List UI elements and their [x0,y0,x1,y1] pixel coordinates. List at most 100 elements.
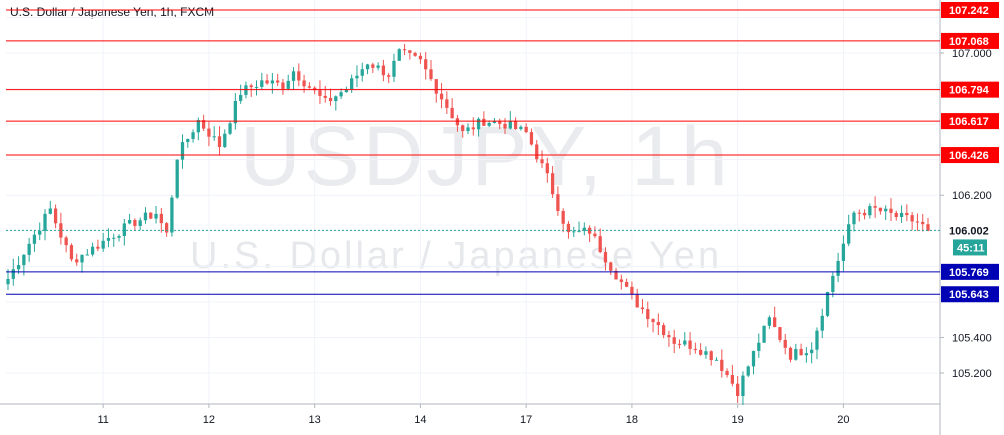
candle-body [297,71,301,81]
candle-body [249,85,253,88]
candle [186,138,190,148]
candle [926,217,930,232]
candle-body [22,254,26,266]
candle [603,247,608,271]
candle [276,73,280,87]
candle-body [762,325,766,343]
candle-body [64,237,68,246]
candle-body [11,269,15,279]
candle [439,83,444,109]
candle-body [667,334,671,338]
watermark-name: U.S. Dollar / Japanese Yen [190,235,723,277]
candle [815,327,819,360]
candle [90,242,95,257]
candle-body [630,286,634,295]
candle [106,228,111,248]
candle-body [376,65,380,68]
candle [239,84,243,104]
candle-body [360,69,364,76]
candle [43,209,47,241]
candle [101,232,105,252]
candle-body [418,55,423,60]
candle-body [164,223,169,233]
candle-body [302,80,306,87]
candle-body [841,243,846,261]
candle [566,221,571,239]
candle [96,239,100,252]
candle [540,150,544,169]
candle [873,196,877,218]
candle-body [455,118,460,126]
candle-body [683,340,687,345]
candle-body [201,120,206,129]
y-tick-label: 105.400 [952,332,992,344]
candle-body [852,212,856,225]
candle [16,256,21,274]
candle-body [170,197,174,233]
candle [307,82,312,89]
candle-body [572,231,576,233]
candle [857,209,861,222]
candle-body [392,60,396,77]
candle-body [16,265,21,270]
candle-body [387,75,391,77]
candle [201,114,206,132]
candle [27,237,31,262]
candle-body [714,359,719,361]
x-tick-label: 14 [414,414,426,426]
candle [688,332,692,355]
candle-body [69,245,74,260]
candle [170,195,174,237]
candle-body [429,69,433,80]
candle [408,50,412,60]
candle [614,267,618,280]
candle [899,205,904,223]
candle-body [281,82,285,89]
candle [149,212,153,220]
candle [387,72,391,84]
candle-body [149,212,153,219]
candle-body [577,230,581,232]
candle [350,74,354,93]
candle [59,212,63,245]
resistance-price-tag [941,32,999,49]
chart-title: U.S. Dollar / Japanese Yen, 1h, FXCM [10,5,215,19]
candle-body [857,212,861,214]
support-price-label: 105.769 [949,267,989,279]
candle-body [355,75,359,79]
candle [254,80,259,96]
candle [180,134,185,169]
candle-body [725,370,729,376]
candle [286,74,290,91]
candle-body [112,237,116,239]
candle [757,333,761,358]
candle [921,213,925,232]
candle [862,209,867,220]
candle-body [699,349,703,355]
candle-body [788,347,793,360]
candle [693,342,697,354]
candle [191,129,195,143]
candle-body [915,221,920,223]
countdown-label: 45:11 [957,242,985,254]
candle [260,72,264,90]
candle [762,325,766,343]
candle [529,128,534,146]
candle [397,48,401,61]
candle [661,322,666,339]
candle [482,111,486,126]
candle-body [122,223,126,237]
candle [868,203,872,219]
candle [773,306,777,328]
candle-body [614,270,618,280]
x-tick-label: 18 [626,414,638,426]
candle-body [868,206,872,216]
candle-body [138,220,142,226]
candle-body [487,122,491,126]
candle [878,207,883,215]
candle-body [434,79,438,94]
candle-body [43,213,47,231]
candle-body [646,309,650,320]
candle [392,53,396,83]
